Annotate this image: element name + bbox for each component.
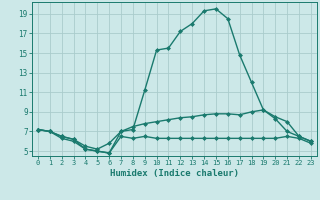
X-axis label: Humidex (Indice chaleur): Humidex (Indice chaleur) [110, 169, 239, 178]
